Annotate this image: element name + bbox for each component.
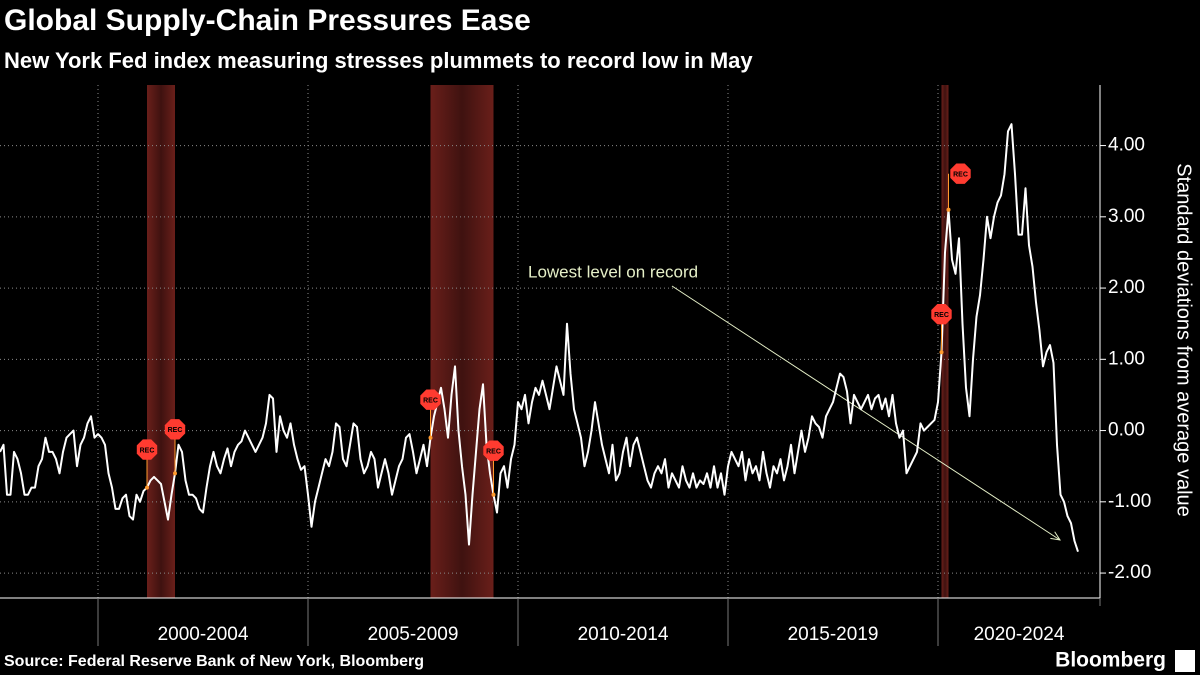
recession-band <box>430 85 494 598</box>
rec-marker <box>164 419 186 440</box>
data-line <box>0 123 1079 553</box>
rec-marker <box>483 440 504 461</box>
recession-band <box>147 85 175 598</box>
brand: Bloomberg <box>1055 649 1166 672</box>
y-tick-label: 0.00 <box>1108 420 1145 441</box>
annotation-arrow <box>671 285 1060 540</box>
y-tick-label: -2.00 <box>1108 562 1151 583</box>
rec-marker-dot <box>145 485 149 490</box>
y-tick-label: 4.00 <box>1108 135 1145 156</box>
y-tick-label: 2.00 <box>1108 277 1145 298</box>
annotation: Lowest level on record <box>528 262 698 281</box>
y-tick-label: -1.00 <box>1108 491 1151 512</box>
rec-marker-dot <box>946 207 951 212</box>
y-tick-label: 3.00 <box>1108 206 1145 227</box>
rec-marker-label: REC <box>934 312 949 319</box>
rec-marker-label: REC <box>953 172 968 179</box>
x-tick-label: 2000-2004 <box>158 624 249 645</box>
y-tick-label: 1.00 <box>1108 348 1145 369</box>
chart-subtitle: New York Fed index measuring stresses pl… <box>4 48 753 73</box>
rec-marker <box>950 163 971 184</box>
rec-marker-dot <box>173 471 177 476</box>
rec-marker <box>136 439 158 460</box>
chart-title: Global Supply-Chain Pressures Ease <box>4 4 531 37</box>
y-axis-label: Standard deviations from average value <box>1173 163 1195 517</box>
rec-marker-label: REC <box>140 447 155 454</box>
source: Source: Federal Reserve Bank of New York… <box>4 653 424 670</box>
x-tick-label: 2005-2009 <box>368 624 459 645</box>
x-tick-label: 2010-2014 <box>578 624 669 645</box>
x-tick-label: 2015-2019 <box>788 624 879 645</box>
brand-icon <box>1175 650 1195 672</box>
rec-marker-label: REC <box>423 398 438 405</box>
recession-band <box>941 85 949 598</box>
rec-marker-dot <box>939 350 944 355</box>
rec-marker-dot <box>428 435 433 440</box>
x-tick-label: 2020-2024 <box>974 624 1065 645</box>
rec-marker-label: REC <box>168 427 183 434</box>
rec-marker <box>931 304 952 325</box>
rec-marker-dot <box>491 492 496 497</box>
rec-marker-label: REC <box>486 449 501 456</box>
rec-marker <box>420 389 441 410</box>
